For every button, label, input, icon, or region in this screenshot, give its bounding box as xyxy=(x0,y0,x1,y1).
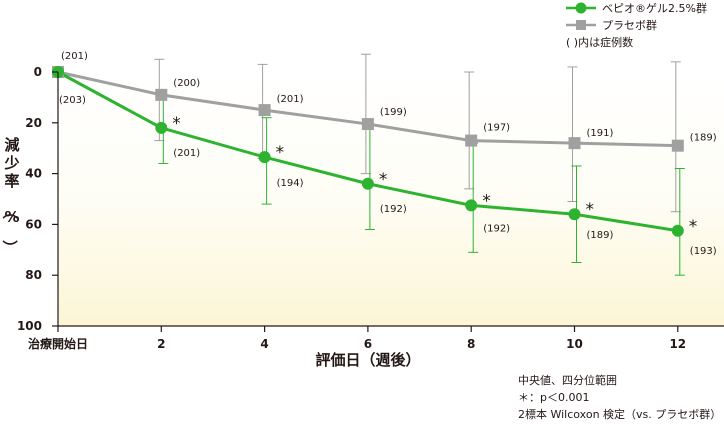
y-tick-label-1: 20 xyxy=(25,116,42,130)
legend: ベピオ®ゲル2.5%群 プラセボ群 ( )内は症例数 xyxy=(566,1,707,49)
point-1-3 xyxy=(361,118,374,131)
point-0-4 xyxy=(465,199,478,212)
n-label-1-6: (189) xyxy=(690,133,717,144)
y-axis-title-char: （ xyxy=(0,204,18,219)
y-tick-label-0: 0 xyxy=(34,65,42,79)
x-tick-label-2: 4 xyxy=(260,337,268,351)
point-1-4 xyxy=(465,134,478,147)
footnote-0: 中央値、四分位範囲 xyxy=(518,373,617,387)
plot-background xyxy=(58,72,724,326)
footnotes: 中央値、四分位範囲 ＊：p＜0.001 2標本 Wilcoxon 検定（vs. … xyxy=(518,373,721,421)
n-label-0-4: (192) xyxy=(483,223,510,234)
y-axis-title-char: ） xyxy=(0,240,18,255)
point-0-1 xyxy=(155,121,168,134)
legend-swatch-marker-1 xyxy=(576,20,586,30)
n-label-0-0: (203) xyxy=(59,95,86,106)
n-label-0-6: (193) xyxy=(690,246,717,257)
legend-note: ( )内は症例数 xyxy=(566,35,633,49)
significance-3: * xyxy=(379,170,388,190)
significance-2: * xyxy=(276,143,285,163)
legend-label-0: ベピオ®ゲル2.5%群 xyxy=(602,1,707,15)
footnote-2: 2標本 Wilcoxon 検定（vs. プラセボ群） xyxy=(518,407,721,421)
point-1-5 xyxy=(568,137,581,150)
y-tick-label-4: 80 xyxy=(25,268,42,282)
x-axis-title: 評価日（週後） xyxy=(315,351,420,369)
point-0-5 xyxy=(568,208,581,221)
n-labels: (201) (200) (201) (199) (197) (191) (189) (203)… xyxy=(59,51,717,257)
n-label-1-5: (191) xyxy=(587,128,614,139)
x-tick-label-5: 10 xyxy=(566,337,583,351)
y-axis-title-char: % xyxy=(4,208,19,226)
y-tick-label-3: 60 xyxy=(25,217,42,231)
significance-1: * xyxy=(172,114,181,134)
point-0-2 xyxy=(258,151,271,164)
n-label-0-1: (201) xyxy=(173,148,200,159)
n-label-1-1: (200) xyxy=(173,78,200,89)
point-1-1 xyxy=(155,88,168,101)
point-0-3 xyxy=(361,177,374,190)
y-ticks: 0 20 40 60 80 100 xyxy=(17,65,58,333)
x-tick-label-4: 8 xyxy=(467,337,475,351)
legend-swatch-marker-0 xyxy=(575,2,587,14)
significance-4: * xyxy=(482,191,491,211)
n-label-1-3: (199) xyxy=(380,107,407,118)
x-tick-label-6: 12 xyxy=(669,337,686,351)
n-label-0-5: (189) xyxy=(587,230,614,241)
n-label-0-2: (194) xyxy=(277,178,304,189)
x-ticks: 治療開始日 2 4 6 8 10 12 xyxy=(28,326,686,351)
x-tick-label-0: 治療開始日 xyxy=(28,336,88,351)
y-axis-title-char: 減 xyxy=(4,136,19,154)
significance-5: * xyxy=(586,200,595,220)
footnote-1: ＊：p＜0.001 xyxy=(518,391,589,404)
n-label-0-3: (192) xyxy=(380,204,407,215)
point-1-6 xyxy=(671,139,684,152)
x-tick-label-3: 6 xyxy=(364,337,372,351)
n-label-1-4: (197) xyxy=(483,123,510,134)
point-1-2 xyxy=(258,104,271,117)
n-label-1-2: (201) xyxy=(277,94,304,105)
n-label-1-0: (201) xyxy=(61,51,88,62)
y-tick-label-5: 100 xyxy=(17,319,42,333)
y-tick-label-2: 40 xyxy=(25,167,42,181)
point-0-6 xyxy=(671,224,684,237)
y-axis-title-char: 率 xyxy=(4,172,19,190)
y-axis-title: 減少率 （% ） xyxy=(0,136,19,255)
y-axis-title-char: 少 xyxy=(3,154,19,172)
legend-label-1: プラセボ群 xyxy=(602,18,657,32)
x-tick-label-1: 2 xyxy=(157,337,165,351)
significance-6: * xyxy=(689,217,698,237)
